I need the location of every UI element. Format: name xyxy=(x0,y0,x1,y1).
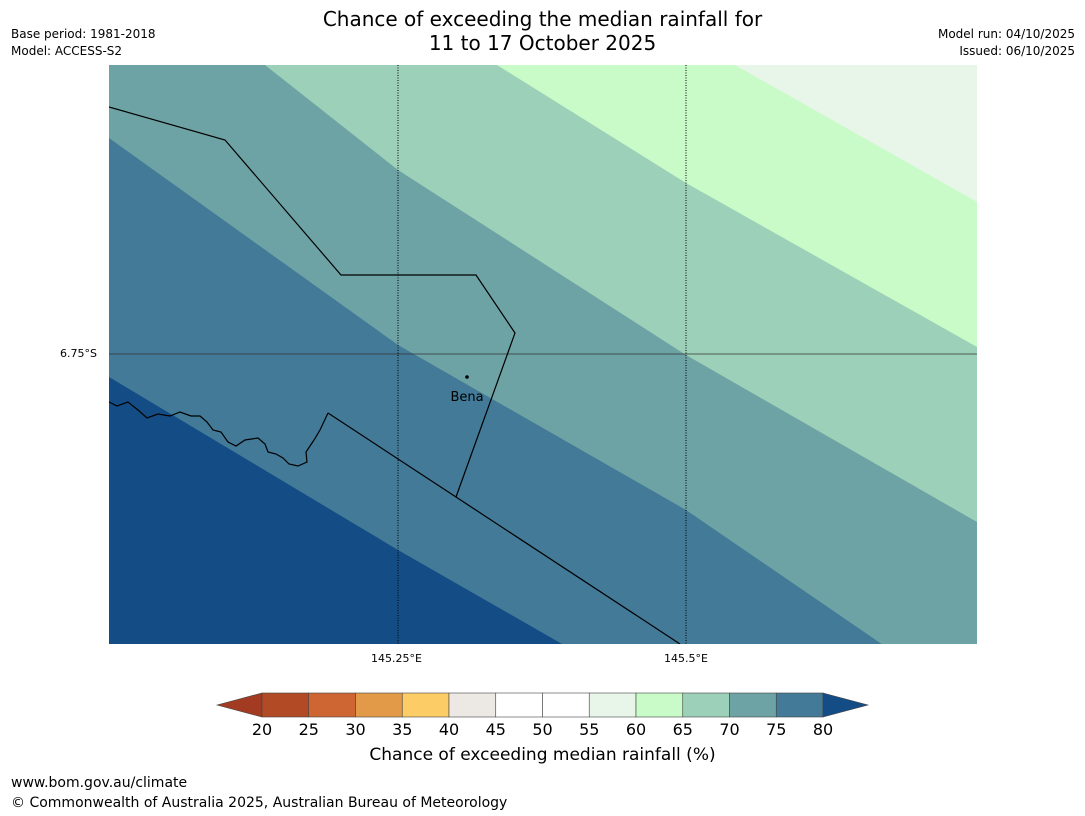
colorbar-tick-35: 35 xyxy=(392,720,413,739)
colorbar-tick-45: 45 xyxy=(485,720,506,739)
colorbar-box-35-40 xyxy=(401,692,450,718)
lat-label-6-75s: 6.75°S xyxy=(60,347,97,360)
map-title-line1: Chance of exceeding the median rainfall … xyxy=(322,7,763,31)
model-name: Model: ACCESS-S2 xyxy=(11,44,123,58)
band-50-55 xyxy=(735,65,977,202)
colorbar-tick-65: 65 xyxy=(672,720,693,739)
colorbar-box-70-75 xyxy=(729,692,777,718)
band-55-60 xyxy=(497,65,977,347)
probability-contours: Bena xyxy=(109,65,977,644)
colorbar-box-65-70 xyxy=(682,692,730,718)
base-period: Base period: 1981-2018 xyxy=(11,27,156,41)
bena-location-marker xyxy=(465,375,469,379)
colorbar-tick-40: 40 xyxy=(438,720,460,739)
colorbar-tick-20: 20 xyxy=(251,720,273,739)
colorbar-box-30-35 xyxy=(355,692,403,718)
colorbar-box-60-65 xyxy=(635,692,684,718)
province-boundary xyxy=(109,106,516,498)
lon-label-145-25e: 145.25°E xyxy=(371,652,422,665)
colorbar-tick-80: 80 xyxy=(812,720,834,739)
colorbar-box-20-25 xyxy=(261,692,310,718)
colorbar-tick-55: 55 xyxy=(579,720,600,739)
colorbar-box-40-45 xyxy=(448,692,497,718)
colorbar-under-arrow xyxy=(215,692,263,718)
model-run-date: Model run: 04/10/2025 xyxy=(937,27,1075,41)
bom-website-link[interactable]: www.bom.gov.au/climate xyxy=(11,775,188,791)
colorbar-boxes xyxy=(261,692,824,718)
colorbar-over-arrow xyxy=(822,692,870,718)
colorbar-tick-75: 75 xyxy=(766,720,787,739)
colorbar-tick-30: 30 xyxy=(345,720,366,739)
colorbar-tick-25: 25 xyxy=(298,720,319,739)
colorbar-box-50-55 xyxy=(542,692,590,718)
issued-date: Issued: 06/10/2025 xyxy=(959,44,1075,58)
colorbar-box-55-60 xyxy=(588,692,637,718)
colorbar-tick-60: 60 xyxy=(625,720,647,739)
copyright-notice: © Commonwealth of Australia 2025, Austra… xyxy=(11,795,508,811)
lon-label-145-5e: 145.5°E xyxy=(664,652,708,665)
header-right-meta: Model run: 04/10/2025 Issued: 06/10/2025 xyxy=(938,26,1075,60)
colorbar xyxy=(215,692,870,718)
colorbar-box-25-30 xyxy=(308,692,356,718)
colorbar-box-45-50 xyxy=(495,692,543,718)
coastline-boundary xyxy=(109,401,329,467)
colorbar-title: Chance of exceeding median rainfall (%) xyxy=(369,745,716,765)
colorbar-tick-70: 70 xyxy=(719,720,740,739)
map-title-line2: 11 to 17 October 2025 xyxy=(428,31,657,55)
bena-label: Bena xyxy=(450,390,483,405)
colorbar-box-75-80 xyxy=(775,692,824,718)
header-left-meta: Base period: 1981-2018 Model: ACCESS-S2 xyxy=(11,26,156,60)
province-boundary-south xyxy=(327,412,681,644)
colorbar-tick-50: 50 xyxy=(532,720,553,739)
